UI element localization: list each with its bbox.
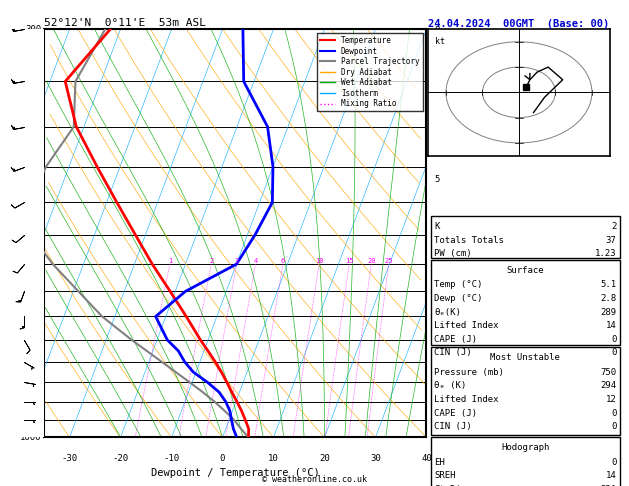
Text: 20: 20	[319, 454, 330, 463]
Text: Pressure (mb): Pressure (mb)	[434, 368, 504, 377]
Text: 52°12'N  0°11'E  53m ASL: 52°12'N 0°11'E 53m ASL	[44, 18, 206, 28]
Legend: Temperature, Dewpoint, Parcel Trajectory, Dry Adiabat, Wet Adiabat, Isotherm, Mi: Temperature, Dewpoint, Parcel Trajectory…	[316, 33, 423, 111]
Text: 0: 0	[611, 335, 616, 344]
Text: 0: 0	[220, 454, 225, 463]
Text: 4: 4	[434, 224, 440, 233]
Text: 294: 294	[600, 382, 616, 390]
Text: 2: 2	[209, 258, 213, 264]
Text: 0: 0	[611, 409, 616, 417]
Text: 300: 300	[25, 25, 42, 34]
Text: 5.1: 5.1	[600, 280, 616, 289]
Text: 850: 850	[25, 378, 42, 387]
Text: hPa: hPa	[14, 228, 32, 238]
Text: 12: 12	[606, 395, 616, 404]
Text: 4: 4	[253, 258, 258, 264]
Text: 350: 350	[25, 77, 42, 86]
Text: 650: 650	[25, 287, 42, 296]
Text: 10: 10	[268, 454, 279, 463]
Text: 1: 1	[434, 362, 440, 370]
Text: 10: 10	[315, 258, 323, 264]
Text: 3: 3	[434, 269, 440, 278]
Text: -20: -20	[113, 454, 128, 463]
Text: 500: 500	[25, 198, 42, 207]
Text: CAPE (J): CAPE (J)	[434, 335, 477, 344]
Text: 15: 15	[345, 258, 353, 264]
Text: 3: 3	[235, 258, 239, 264]
Text: Dewpoint / Temperature (°C): Dewpoint / Temperature (°C)	[151, 468, 320, 478]
Text: 24.04.2024  00GMT  (Base: 00): 24.04.2024 00GMT (Base: 00)	[428, 19, 609, 30]
Text: km
ASL: km ASL	[451, 224, 467, 243]
Text: 14: 14	[606, 321, 616, 330]
Text: Dewp (°C): Dewp (°C)	[434, 294, 482, 303]
Text: 450: 450	[25, 162, 42, 171]
Text: 8: 8	[434, 26, 440, 35]
Text: 40: 40	[421, 454, 432, 463]
Text: SREH: SREH	[434, 471, 455, 480]
Text: 1: 1	[168, 258, 172, 264]
Text: -30: -30	[62, 454, 77, 463]
Text: 2: 2	[611, 222, 616, 231]
Text: Mixing Ratio (g/kg): Mixing Ratio (g/kg)	[476, 186, 484, 281]
Text: 289: 289	[600, 308, 616, 316]
Text: K: K	[434, 222, 440, 231]
Text: 1000: 1000	[20, 433, 42, 442]
Text: 600: 600	[25, 260, 42, 269]
Text: 37: 37	[606, 236, 616, 245]
Text: EH: EH	[434, 458, 445, 467]
Text: CIN (J): CIN (J)	[434, 348, 472, 357]
Text: 14: 14	[606, 471, 616, 480]
Text: 2: 2	[434, 312, 440, 321]
Text: StmDir: StmDir	[434, 485, 466, 486]
Text: 2.8: 2.8	[600, 294, 616, 303]
Text: CAPE (J): CAPE (J)	[434, 409, 477, 417]
Text: 20: 20	[367, 258, 376, 264]
Text: PW (cm): PW (cm)	[434, 249, 472, 259]
Text: 0: 0	[611, 348, 616, 357]
Text: 5: 5	[434, 175, 440, 184]
Text: 6: 6	[281, 258, 285, 264]
Text: -10: -10	[164, 454, 179, 463]
Text: LCL: LCL	[434, 426, 450, 435]
Text: 0: 0	[611, 422, 616, 431]
Text: CIN (J): CIN (J)	[434, 422, 472, 431]
Text: 7: 7	[434, 83, 440, 92]
Text: 550: 550	[25, 230, 42, 239]
Text: θₑ (K): θₑ (K)	[434, 382, 466, 390]
Text: 700: 700	[25, 312, 42, 321]
Text: 800: 800	[25, 357, 42, 366]
Text: 750: 750	[600, 368, 616, 377]
Text: 400: 400	[25, 122, 42, 131]
Text: 30: 30	[370, 454, 381, 463]
Text: kt: kt	[435, 37, 445, 46]
Text: Temp (°C): Temp (°C)	[434, 280, 482, 289]
Text: © weatheronline.co.uk: © weatheronline.co.uk	[262, 474, 367, 484]
Text: 900: 900	[25, 397, 42, 406]
Text: 950: 950	[25, 416, 42, 424]
Text: 750: 750	[25, 335, 42, 345]
Text: Most Unstable: Most Unstable	[490, 353, 560, 363]
Text: Lifted Index: Lifted Index	[434, 395, 499, 404]
Text: 6: 6	[434, 131, 440, 140]
Text: Surface: Surface	[506, 266, 544, 275]
Text: θₑ(K): θₑ(K)	[434, 308, 461, 316]
Text: 25: 25	[384, 258, 393, 264]
Text: Totals Totals: Totals Totals	[434, 236, 504, 245]
Text: 1.23: 1.23	[595, 249, 616, 259]
Text: Lifted Index: Lifted Index	[434, 321, 499, 330]
Text: 33°: 33°	[600, 485, 616, 486]
Text: 0: 0	[611, 458, 616, 467]
Text: Hodograph: Hodograph	[501, 443, 549, 452]
